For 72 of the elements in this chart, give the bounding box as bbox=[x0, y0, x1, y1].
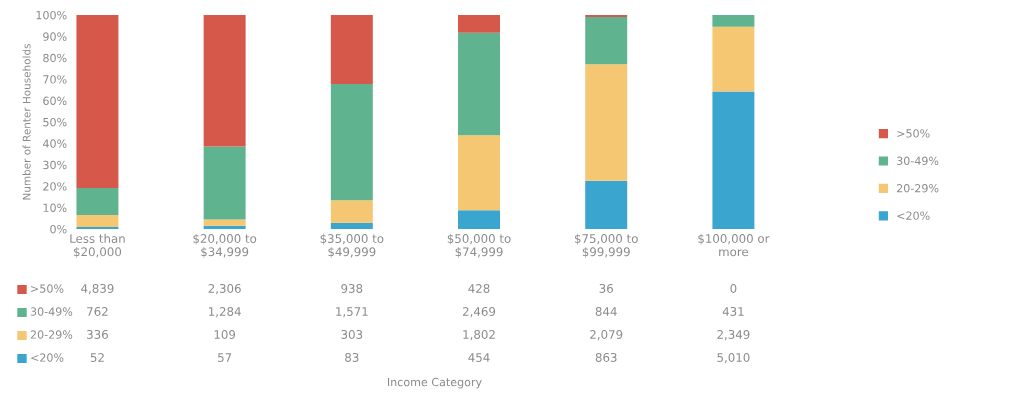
y-tick-label: 40% bbox=[42, 139, 67, 148]
y-tick-label: <20% bbox=[31, 353, 64, 362]
data-label: 2,306 bbox=[208, 284, 241, 295]
legend-label: 20-29% bbox=[896, 184, 939, 193]
data-label: 5,010 bbox=[717, 353, 750, 364]
data-label: 2,349 bbox=[717, 330, 750, 341]
y-tick-label: 60% bbox=[43, 96, 67, 105]
y-axis-title: Number of Renter Households bbox=[22, 44, 31, 200]
y-tick-label: 90% bbox=[43, 32, 67, 41]
y-tick-label: 0% bbox=[50, 224, 67, 234]
data-label: 1,802 bbox=[463, 330, 495, 341]
y-tick-label: 80% bbox=[43, 53, 67, 63]
data-label: 303 bbox=[341, 330, 363, 339]
x-tick-label: $20,000 to $34,999 bbox=[193, 233, 257, 258]
x-tick-label: $75,000 to $99,999 bbox=[574, 233, 638, 258]
y-tick-label: >50% bbox=[31, 284, 64, 293]
data-label: 863 bbox=[595, 353, 617, 362]
data-label: 83 bbox=[345, 353, 359, 362]
bar bbox=[458, 15, 500, 33]
bar bbox=[330, 15, 373, 85]
legend-label: >50% bbox=[897, 129, 930, 138]
bar bbox=[203, 219, 246, 226]
bar bbox=[203, 225, 246, 229]
data-label: 57 bbox=[218, 353, 232, 362]
x-axis-title: Income Category bbox=[388, 377, 482, 389]
bar bbox=[330, 200, 373, 223]
bar bbox=[458, 135, 500, 211]
y-tick-label: 20% bbox=[43, 182, 67, 191]
legend-label: 30-49% bbox=[897, 156, 939, 166]
data-label: 454 bbox=[468, 353, 490, 362]
bar bbox=[585, 16, 628, 65]
y-tick-label: 20-29% bbox=[30, 330, 73, 339]
y-tick-label: 50% bbox=[43, 117, 67, 127]
data-label: 109 bbox=[214, 330, 236, 339]
data-label: 428 bbox=[468, 284, 490, 293]
data-label: 431 bbox=[722, 307, 744, 316]
bar bbox=[330, 84, 373, 201]
bar bbox=[712, 15, 755, 27]
y-tick-label: 30% bbox=[43, 160, 67, 170]
bar bbox=[203, 146, 246, 220]
y-tick-label: 30-49% bbox=[30, 307, 73, 316]
bar bbox=[458, 32, 500, 136]
data-label: 844 bbox=[595, 307, 617, 316]
y-tick-label: 70% bbox=[43, 75, 67, 84]
data-label: 1,284 bbox=[209, 307, 241, 318]
y-tick-label: 100% bbox=[36, 10, 67, 20]
bar bbox=[585, 64, 628, 181]
data-label: 2,469 bbox=[462, 307, 496, 318]
bar bbox=[712, 91, 755, 229]
data-label: 52 bbox=[90, 353, 104, 362]
x-tick-label: $100,000 or more bbox=[698, 233, 770, 257]
legend-label: <20% bbox=[897, 211, 930, 220]
data-label: 938 bbox=[341, 284, 363, 293]
bar bbox=[76, 215, 119, 228]
data-label: 0 bbox=[730, 284, 737, 293]
data-label: 4,839 bbox=[81, 284, 114, 295]
data-label: 1,571 bbox=[336, 307, 368, 318]
data-label: 2,079 bbox=[590, 330, 623, 341]
data-label: 336 bbox=[87, 330, 108, 339]
data-label: 762 bbox=[87, 307, 108, 316]
bar bbox=[76, 15, 119, 188]
bar bbox=[712, 26, 755, 92]
x-tick-label: $50,000 to $74,999 bbox=[447, 233, 511, 258]
bar bbox=[203, 15, 246, 147]
bar bbox=[76, 187, 119, 216]
data-label: 36 bbox=[599, 284, 613, 293]
bar bbox=[330, 222, 373, 229]
x-tick-label: Less than $20,000 bbox=[70, 233, 125, 258]
y-tick-label: 10% bbox=[43, 203, 67, 212]
x-tick-label: $35,000 to $49,999 bbox=[320, 233, 384, 258]
bar bbox=[458, 210, 500, 229]
bar bbox=[585, 180, 628, 229]
